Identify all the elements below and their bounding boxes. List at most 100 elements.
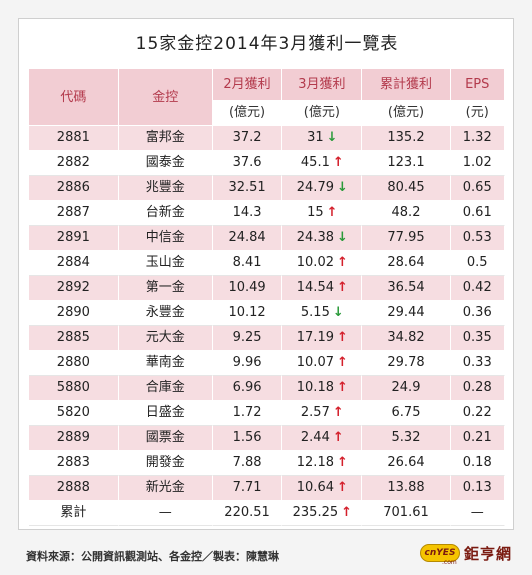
cell-feb-value: 10.49 — [228, 280, 266, 295]
unit-row: (億元) (億元) (億元) (元) — [29, 101, 505, 126]
cell-mar-value: 5.15 — [300, 305, 330, 320]
cell-code-value: 2881 — [56, 130, 90, 145]
cell-name: 永豐金 — [118, 301, 213, 326]
cell-code-value: 2885 — [56, 330, 90, 345]
header-mar: 3月獲利 — [282, 69, 363, 101]
cell-cum-value: 36.54 — [387, 280, 425, 295]
header-cum: 累計獲利 — [362, 69, 451, 101]
cell-cum-value: 48.2 — [391, 205, 421, 220]
cell-eps-value: 0.33 — [462, 355, 492, 370]
cell-mar: 10.64 ↑ — [282, 476, 363, 501]
cell-mar-value: 24.38 — [296, 230, 334, 245]
cell-name: 富邦金 — [118, 126, 213, 151]
cell-name-value: 新光金 — [145, 480, 185, 495]
cell-cum: 29.78 — [362, 351, 451, 376]
arrow-up-icon: ↑ — [336, 380, 348, 395]
cell-feb: 220.51 — [212, 501, 283, 526]
profit-table: 代碼 金控 2月獲利 3月獲利 累計獲利 EPS (億元) (億元) (億元) … — [29, 69, 505, 526]
cell-mar: 12.18 ↑ — [282, 451, 363, 476]
cell-mar-value: 45.1 — [300, 155, 330, 170]
cell-code: 2883 — [29, 451, 119, 476]
cell-eps-value: 0.35 — [462, 330, 492, 345]
cell-mar: 24.79 ↓ — [282, 176, 363, 201]
cell-cum-value: 13.88 — [387, 480, 425, 495]
cell-cum-value: 701.61 — [383, 505, 429, 520]
cell-name-value: 華南金 — [145, 355, 185, 370]
table-row: 2883 開發金 7.88 12.18 ↑ 26.64 0.18 — [29, 451, 505, 476]
cell-eps-value: 1.32 — [462, 130, 492, 145]
cell-code-value: 2890 — [56, 305, 90, 320]
cell-feb: 6.96 — [212, 376, 283, 401]
cell-eps: 0.5 — [450, 251, 505, 276]
cell-cum-value: 24.9 — [391, 380, 421, 395]
arrow-up-icon: ↑ — [332, 430, 344, 445]
cell-cum: 5.32 — [362, 426, 451, 451]
cell-name: 玉山金 — [118, 251, 213, 276]
cell-cum-value: 77.95 — [387, 230, 425, 245]
cell-cum: 34.82 — [362, 326, 451, 351]
cell-cum: 701.61 — [362, 501, 451, 526]
cell-eps: 1.32 — [450, 126, 505, 151]
cell-mar-value: 12.18 — [296, 455, 334, 470]
cell-feb-value: 1.72 — [232, 405, 262, 420]
cell-code: 5820 — [29, 401, 119, 426]
cell-mar: 17.19 ↑ — [282, 326, 363, 351]
table-row: 2882 國泰金 37.6 45.1 ↑ 123.1 1.02 — [29, 151, 505, 176]
cell-feb: 10.49 — [212, 276, 283, 301]
cell-feb-value: 220.51 — [224, 505, 270, 520]
arrow-up-icon: ↑ — [336, 455, 348, 470]
arrow-down-icon: ↓ — [332, 305, 344, 320]
cell-mar: 2.57 ↑ — [282, 401, 363, 426]
cell-name: 開發金 — [118, 451, 213, 476]
cell-name: 國泰金 — [118, 151, 213, 176]
cell-mar-value: 24.79 — [296, 180, 334, 195]
cell-mar-value: 17.19 — [296, 330, 334, 345]
logo-name: 鉅亨網 — [464, 545, 513, 563]
arrow-down-icon: ↓ — [336, 230, 348, 245]
cell-code-value: 2891 — [56, 230, 90, 245]
cell-code-value: 2887 — [56, 205, 90, 220]
cell-cum-value: 28.64 — [387, 255, 425, 270]
cell-code-value: 2883 — [56, 455, 90, 470]
table-title: 15家金控2014年3月獲利一覽表 — [135, 34, 399, 54]
cell-name-value: 合庫金 — [145, 380, 185, 395]
cell-eps-value: 0.53 — [462, 230, 492, 245]
cell-feb: 37.6 — [212, 151, 283, 176]
cnyes-logo: cnYES .com 鉅亨網 — [420, 542, 520, 568]
table-row: 2889 國票金 1.56 2.44 ↑ 5.32 0.21 — [29, 426, 505, 451]
cell-mar: 14.54 ↑ — [282, 276, 363, 301]
table-row: 2886 兆豐金 32.51 24.79 ↓ 80.45 0.65 — [29, 176, 505, 201]
cell-mar: 31 ↓ — [282, 126, 363, 151]
cell-feb-value: 9.96 — [232, 355, 262, 370]
cell-eps: 0.61 — [450, 201, 505, 226]
logo-badge: cnYES — [420, 544, 460, 562]
unit-feb: (億元) — [212, 101, 283, 126]
cell-code-value: 2884 — [56, 255, 90, 270]
cell-eps-value: 0.36 — [462, 305, 492, 320]
cell-feb: 8.41 — [212, 251, 283, 276]
cell-cum-value: 6.75 — [391, 405, 421, 420]
cell-cum-value: 29.78 — [387, 355, 425, 370]
cell-code: 2880 — [29, 351, 119, 376]
cell-cum-value: 26.64 — [387, 455, 425, 470]
cell-eps: 1.02 — [450, 151, 505, 176]
cell-mar-value: 10.64 — [296, 480, 334, 495]
cell-cum-value: 123.1 — [387, 155, 425, 170]
cell-feb: 1.72 — [212, 401, 283, 426]
cell-feb: 10.12 — [212, 301, 283, 326]
cell-eps: 0.53 — [450, 226, 505, 251]
cell-feb: 7.88 — [212, 451, 283, 476]
cell-eps: 0.21 — [450, 426, 505, 451]
cell-feb-value: 10.12 — [228, 305, 266, 320]
total-row: 累計 — 220.51 235.25 ↑ 701.61 — — [29, 501, 505, 526]
table-panel: 15家金控2014年3月獲利一覽表 代碼 金控 2月獲利 3月獲利 累計獲利 E… — [18, 18, 514, 530]
cell-cum-value: 135.2 — [387, 130, 425, 145]
cell-eps: 0.18 — [450, 451, 505, 476]
cell-feb-value: 24.84 — [228, 230, 266, 245]
cell-feb: 9.25 — [212, 326, 283, 351]
cell-name-value: 國泰金 — [145, 155, 185, 170]
cell-name-value: 元大金 — [145, 330, 185, 345]
cell-feb: 32.51 — [212, 176, 283, 201]
cell-code: 2885 — [29, 326, 119, 351]
cell-eps-value: 0.61 — [462, 205, 492, 220]
